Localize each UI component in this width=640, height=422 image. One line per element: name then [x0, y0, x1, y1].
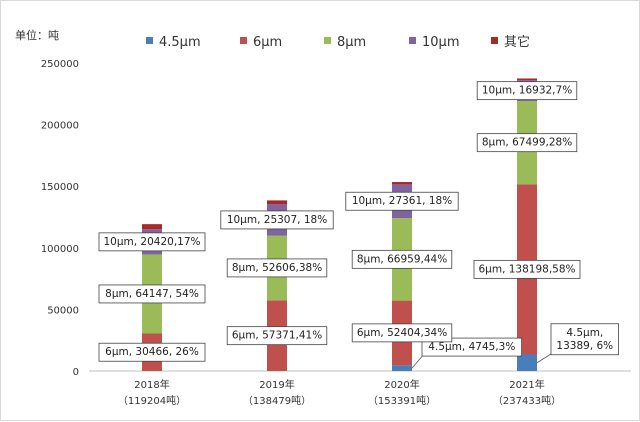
category-labels: 2018年 （119204吨） 2019年 （138479吨） 2020年 （153391… [118, 378, 561, 407]
legend-label: 6μm [253, 35, 282, 50]
legend-swatch [491, 37, 498, 44]
legend-swatch [146, 37, 153, 44]
data-label: 4.5μm, [566, 327, 603, 339]
data-label-box [476, 81, 578, 101]
data-label: 6μm, 30466, 26% [105, 346, 199, 358]
axes: 0 50000 100000 150000 200000 250000 [41, 59, 631, 378]
bar-segment [267, 200, 287, 205]
bar-segment [517, 78, 537, 81]
bar-segment [392, 182, 412, 185]
data-label-box [473, 259, 581, 279]
legend: 4.5μm 6μm 8μm 10μm 其它 [146, 34, 530, 50]
data-label: 10μm, 16932,7% [482, 85, 572, 97]
data-label-box [351, 323, 453, 343]
y-tick-label: 100000 [41, 244, 79, 255]
y-tick-label: 50000 [47, 305, 79, 316]
x-category-label: 2018年 [134, 378, 169, 391]
legend-swatch [409, 37, 416, 44]
bar-segment [142, 224, 162, 230]
y-tick-label: 150000 [41, 182, 79, 193]
legend-label: 其它 [504, 34, 530, 50]
legend-label: 10μm [422, 35, 459, 50]
data-label-box [98, 232, 206, 252]
data-label-box [98, 284, 206, 304]
data-label: 13389, 6% [556, 340, 613, 352]
x-category-total: （138479吨） [243, 394, 311, 407]
data-label: 6μm, 57371,41% [232, 330, 322, 342]
x-category-label: 2019年 [259, 378, 294, 391]
data-label: 10μm, 20420,17% [103, 236, 200, 248]
data-label-box [220, 210, 334, 230]
legend-label: 8μm [337, 35, 366, 50]
data-label: 6μm, 52404,34% [357, 327, 447, 339]
y-axis-label: 单位：吨 [15, 28, 59, 42]
data-label-box [98, 342, 206, 362]
x-category-total: （153391吨） [368, 394, 436, 407]
legend-swatch [240, 37, 247, 44]
bar-segment [517, 354, 537, 371]
annotation-pointer [536, 352, 554, 364]
data-label-box [226, 258, 328, 278]
legend-label: 4.5μm [159, 35, 201, 50]
data-label: 8μm, 52606,38% [232, 262, 322, 274]
y-tick-label: 0 [73, 367, 79, 378]
data-label: 8μm, 64147, 54% [105, 288, 199, 300]
x-category-total: （119204吨） [118, 394, 186, 407]
data-label-box [421, 337, 522, 357]
y-tick-label: 200000 [41, 121, 79, 132]
y-tick-label: 250000 [41, 59, 79, 70]
data-label: 6μm, 138198,58% [478, 263, 575, 275]
data-label-box [476, 133, 578, 153]
data-label: 4.5μm, 4745,3% [428, 341, 515, 353]
annotations: 6μm, 30466, 26% 8μm, 64147, 54% 10μm, 2042… [98, 81, 619, 369]
bars [142, 78, 537, 371]
legend-swatch [324, 37, 331, 44]
data-label-box [550, 323, 619, 356]
data-label: 8μm, 66959,44% [357, 253, 447, 265]
bar-segment [392, 365, 412, 371]
data-label: 10μm, 27361, 18% [352, 195, 452, 207]
data-label: 10μm, 25307, 18% [227, 214, 327, 226]
data-label-box [351, 249, 453, 269]
x-category-label: 2021年 [509, 378, 544, 391]
x-category-label: 2020年 [384, 378, 419, 391]
x-category-total: （237433吨） [493, 394, 561, 407]
data-label-box [345, 191, 459, 211]
data-label-box [226, 326, 328, 346]
data-label: 8μm, 67499,28% [482, 137, 572, 149]
